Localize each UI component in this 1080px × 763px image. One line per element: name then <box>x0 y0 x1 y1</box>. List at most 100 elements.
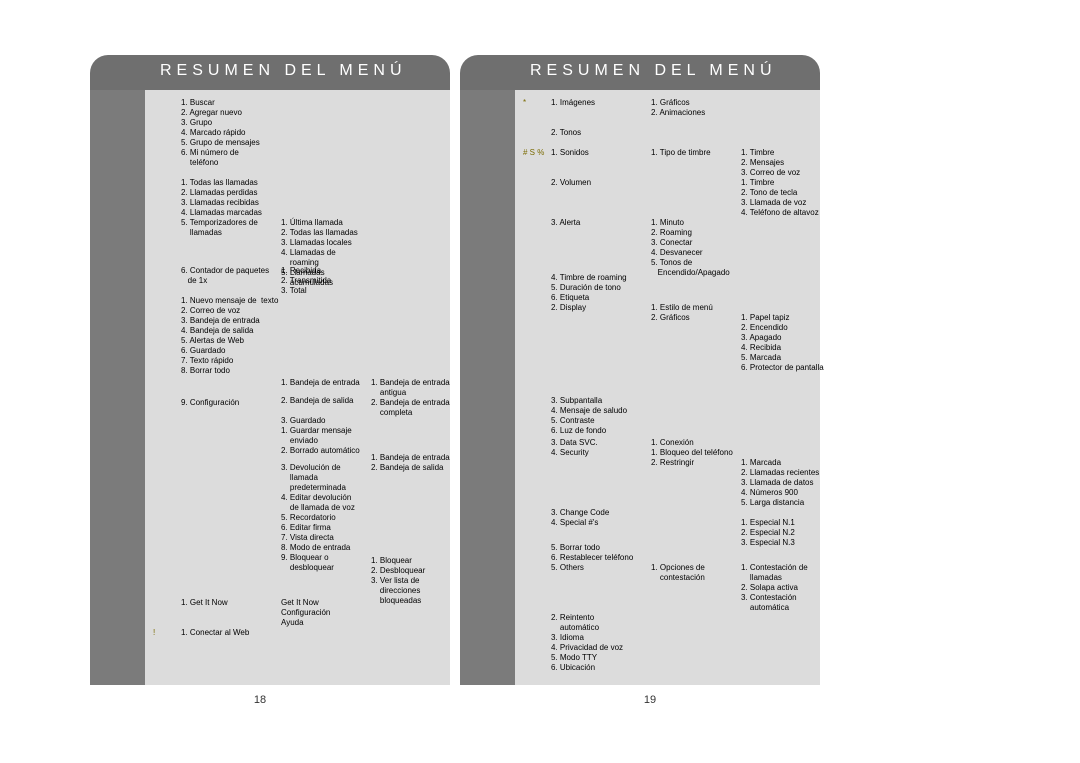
menu-item: 4. Números 900 <box>741 488 819 498</box>
menu-item: 1. Última llamada <box>281 218 358 228</box>
menu-item: 3. Idioma <box>551 633 623 643</box>
menu-item: 4. Timbre de roaming <box>551 273 627 283</box>
menu-block: 1. Opciones de contestación <box>651 563 705 583</box>
category-label: # S % <box>523 148 544 158</box>
menu-item: 2. Llamadas recientes <box>741 468 819 478</box>
menu-block: 1. Sonidos <box>551 148 589 158</box>
page-header: RESUMEN DEL MENÚ <box>460 0 820 90</box>
menu-item: 2. Todas las llamadas <box>281 228 358 238</box>
menu-item: 1. Minuto <box>651 218 730 228</box>
menu-item: 4. Llamadas marcadas <box>181 208 262 218</box>
menu-item: Configuración <box>281 608 330 618</box>
menu-item: 3. Llamada de voz <box>741 198 819 208</box>
menu-item: 2. Display <box>551 303 586 313</box>
menu-item: 3. Subpantalla <box>551 396 627 406</box>
menu-item: 6. Contador de paquetes <box>181 266 269 276</box>
menu-item: 6. Luz de fondo <box>551 426 627 436</box>
menu-item: 3. Correo de voz <box>741 168 800 178</box>
menu-item: 3. Conectar <box>651 238 730 248</box>
menu-item: 2. Volumen <box>551 178 591 188</box>
menu-item: 1. Marcada <box>741 458 819 468</box>
menu-item: 7. Vista directa <box>281 533 355 543</box>
menu-item: 2. Llamadas perdidas <box>181 188 262 198</box>
menu-item: 2. Solapa activa <box>741 583 808 593</box>
menu-item: 1. Timbre <box>741 148 800 158</box>
menu-block: 3. Change Code4. Special #'s <box>551 508 609 528</box>
menu-item: 5. Duración de tono <box>551 283 627 293</box>
page-19: RESUMEN DEL MENÚ *# S %1. Imágenes2. Ton… <box>460 0 820 715</box>
menu-item: 1. Opciones de <box>651 563 705 573</box>
menu-item: 5. Larga distancia <box>741 498 819 508</box>
menu-item: 2. Agregar nuevo <box>181 108 260 118</box>
menu-item: 1. Get It Now <box>181 598 228 608</box>
menu-item: 5. Alertas de Web <box>181 336 278 346</box>
ch-2: 2 <box>40 201 68 214</box>
menu-item: 5. Recordatorio <box>281 513 355 523</box>
menu-block: 1. Papel tapiz2. Encendido3. Apagado4. R… <box>741 313 824 373</box>
page-title: RESUMEN DEL MENÚ <box>160 62 407 80</box>
menu-item: 3. Llamadas locales <box>281 238 358 248</box>
menu-item: 2. Gráficos <box>651 313 713 323</box>
chapter-badge-left: C H 2 <box>40 175 68 214</box>
menu-item: 1. Bandeja de entrada <box>371 378 450 388</box>
menu-block: 6. Contador de paquetes de 1x <box>181 266 269 286</box>
menu-item: 2. Animaciones <box>651 108 705 118</box>
menu-item: 4. Teléfono de altavoz <box>741 208 819 218</box>
content-area: *# S %1. Imágenes2. Tonos1. Sonidos2. Vo… <box>515 90 820 685</box>
menu-item: 3. Devolución de <box>281 463 355 473</box>
menu-item: de 1x <box>181 276 269 286</box>
menu-block: 1. Especial N.12. Especial N.23. Especia… <box>741 518 795 548</box>
menu-item: 1. Imágenes <box>551 98 595 108</box>
menu-item: 9. Bloquear o <box>281 553 355 563</box>
menu-block: 1. Bandeja de entrada antigua2. Bandeja … <box>371 378 450 418</box>
menu-item: 8. Borrar todo <box>181 366 278 376</box>
menu-block: 1. Timbre2. Tono de tecla3. Llamada de v… <box>741 178 819 218</box>
menu-item: 3. Llamada de datos <box>741 478 819 488</box>
menu-item: llamadas <box>741 573 808 583</box>
menu-block: 1. Conexión1. Bloqueo del teléfono2. Res… <box>651 438 733 468</box>
menu-item: 6. Protector de pantalla <box>741 363 824 373</box>
menu-item: 2. Correo de voz <box>181 306 278 316</box>
menu-item: 6. Ubicación <box>551 663 623 673</box>
menu-block: 2. Bandeja de salida <box>281 396 354 406</box>
menu-block: 3. Alerta <box>551 218 580 228</box>
menu-item: 5. Modo TTY <box>551 653 623 663</box>
page-header: RESUMEN DEL MENÚ <box>90 0 450 90</box>
menu-item: 2. Especial N.2 <box>741 528 795 538</box>
menu-block: 4. Timbre de roaming5. Duración de tono6… <box>551 273 627 303</box>
menu-item: 1. Sonidos <box>551 148 589 158</box>
menu-block: 1. Bandeja de entrada <box>281 378 360 388</box>
menu-block: 3. Subpantalla4. Mensaje de saludo5. Con… <box>551 396 627 436</box>
menu-item: 4. Special #'s <box>551 518 609 528</box>
page-body: !1. Buscar2. Agregar nuevo3. Grupo4. Mar… <box>90 90 450 685</box>
menu-item: 3. Change Code <box>551 508 609 518</box>
menu-item: 4. Editar devolución <box>281 493 355 503</box>
menu-item: 1. Bloqueo del teléfono <box>651 448 733 458</box>
menu-item: 5. Others <box>551 563 584 573</box>
menu-block: 1. Bloquear2. Desbloquear3. Ver lista de… <box>371 556 425 606</box>
page-number: 18 <box>240 694 280 706</box>
menu-item: 4. Mensaje de saludo <box>551 406 627 416</box>
menu-item: 5. Marcada <box>741 353 824 363</box>
menu-block: 1. Marcada2. Llamadas recientes3. Llamad… <box>741 458 819 508</box>
menu-item: 2. Encendido <box>741 323 824 333</box>
menu-item: 1. Nuevo mensaje de texto <box>181 296 278 306</box>
menu-item: enviado <box>281 436 360 446</box>
menu-block: 1. Timbre2. Mensajes3. Correo de voz <box>741 148 800 178</box>
page-body: *# S %1. Imágenes2. Tonos1. Sonidos2. Vo… <box>460 90 820 685</box>
menu-item: 3. Alerta <box>551 218 580 228</box>
menu-item: bloqueadas <box>371 596 425 606</box>
menu-item: llamadas <box>181 228 262 238</box>
menu-item: 5. Tonos de <box>651 258 730 268</box>
menu-item: 3. Total <box>281 286 331 296</box>
menu-block: 3. Data SVC.4. Security <box>551 438 598 458</box>
menu-item: 1. Todas las llamadas <box>181 178 262 188</box>
menu-item: 5. Contraste <box>551 416 627 426</box>
menu-item: de llamada de voz <box>281 503 355 513</box>
menu-item: 3. Guardado <box>281 416 360 426</box>
menu-item: 2. Bandeja de salida <box>371 463 450 473</box>
menu-block: 5. Borrar todo6. Restablecer teléfono <box>551 543 633 563</box>
menu-item: 2. Transmitida <box>281 276 331 286</box>
menu-item: 2. Tono de tecla <box>741 188 819 198</box>
menu-block: 5. Others <box>551 563 584 573</box>
